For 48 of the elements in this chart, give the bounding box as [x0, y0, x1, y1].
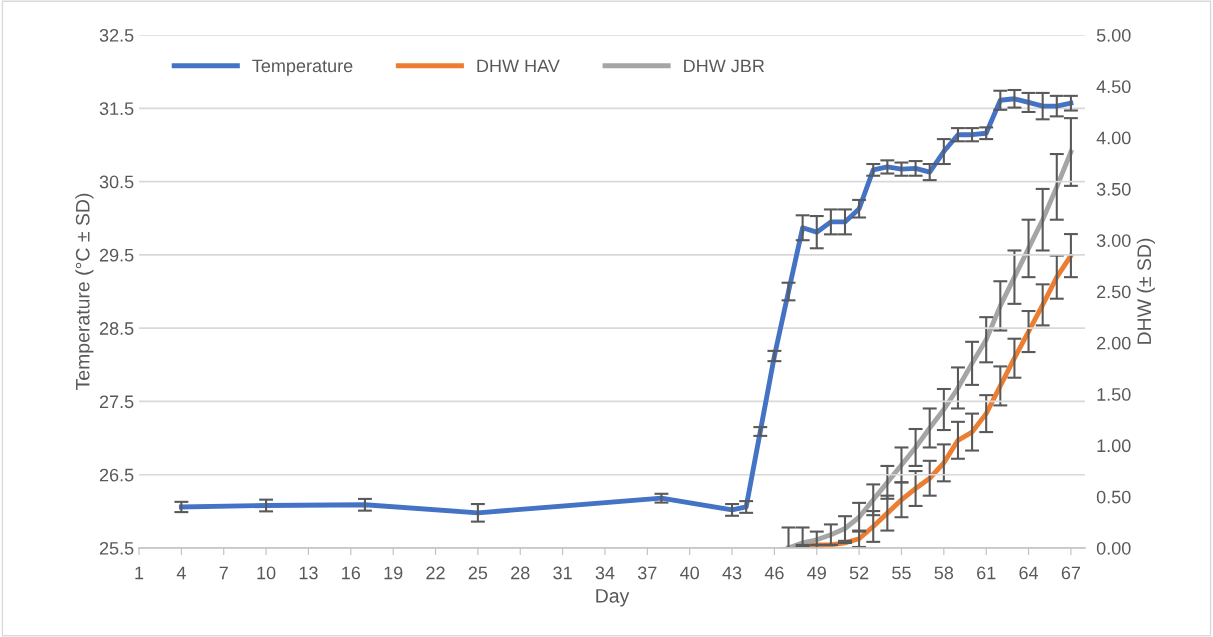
y2-tick-label: 5.00: [1096, 28, 1131, 42]
y-axis-title: Temperature (°C ± SD): [75, 193, 94, 390]
x-tick-label: 19: [384, 566, 403, 580]
x-tick-label: 34: [595, 566, 615, 580]
x-tick-label: 49: [807, 566, 826, 580]
legend-label: DHW HAV: [477, 59, 560, 73]
y-tick-label: 32.5: [99, 28, 134, 42]
y2-tick-label: 0.50: [1096, 490, 1131, 504]
legend-label: Temperature: [252, 59, 353, 76]
y2-tick-label: 1.50: [1097, 388, 1131, 401]
x-tick-label: 40: [680, 566, 700, 580]
y2-tick-label: 3.00: [1096, 234, 1131, 247]
x-tick-label: 43: [722, 566, 742, 580]
y-tick-label: 28.5: [99, 322, 134, 335]
x-tick-label: 46: [764, 566, 784, 580]
x-tick-label: 52: [849, 566, 869, 580]
y2-tick-label: 0.00: [1096, 541, 1131, 555]
x-axis-title: Day: [596, 589, 630, 607]
y-tick-label: 27.5: [99, 395, 134, 409]
y2-tick-label: 4.00: [1096, 131, 1131, 145]
x-tick-label: 4: [176, 566, 186, 580]
x-tick-label: 61: [977, 566, 996, 580]
x-tick-label: 16: [342, 566, 361, 580]
x-tick-label: 10: [257, 566, 276, 580]
x-tick-label: 28: [511, 566, 530, 580]
x-tick-label: 22: [426, 566, 445, 580]
x-tick-label: 13: [299, 566, 318, 580]
x-tick-label: 64: [1019, 566, 1039, 580]
x-tick-label: 67: [1061, 566, 1081, 580]
y2-tick-label: 4.50: [1096, 80, 1131, 94]
x-tick-label: 7: [219, 566, 228, 580]
x-tick-label: 58: [934, 566, 954, 580]
x-tick-label: 25: [468, 566, 488, 580]
y2-axis-title: DHW (± SD): [1136, 238, 1155, 344]
legend-label: DHW JBR: [684, 59, 765, 73]
y2-tick-label: 1.00: [1097, 439, 1131, 453]
x-tick-label: 31: [553, 566, 572, 580]
y-tick-label: 30.5: [99, 175, 134, 189]
y-tick-label: 25.5: [99, 541, 134, 555]
y-tick-label: 31.5: [99, 102, 134, 116]
y2-tick-label: 2.50: [1097, 285, 1131, 299]
y-tick-label: 26.5: [99, 468, 134, 482]
y2-tick-label: 2.00: [1097, 336, 1131, 350]
y2-tick-label: 3.50: [1096, 182, 1131, 196]
x-tick-label: 55: [892, 566, 911, 580]
x-tick-label: 37: [637, 566, 657, 580]
x-tick-label: 1: [135, 566, 144, 580]
y-tick-label: 29.5: [99, 248, 134, 262]
